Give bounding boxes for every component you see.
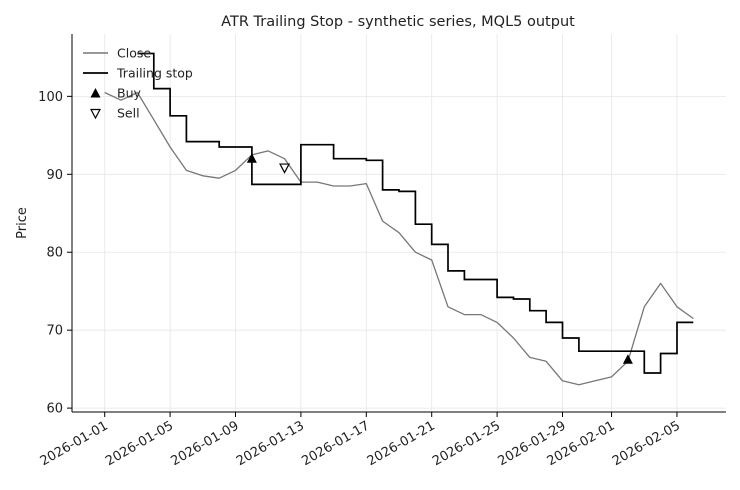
trailing-stop-series-line (137, 52, 694, 374)
y-axis-title: Price (15, 207, 30, 239)
trailing-stop-point (446, 269, 449, 272)
trailing-stop-point (169, 114, 172, 117)
close-point (283, 157, 286, 160)
trailing-stop-point (185, 140, 188, 143)
close-point (397, 231, 400, 234)
close-point (692, 317, 695, 320)
legend-sell-label: Sell (117, 106, 140, 121)
legend-close-label: Close (117, 46, 151, 61)
x-tick-label: 2026-01-01 (38, 418, 111, 469)
sell-triangle-icon (90, 108, 101, 120)
close-point (201, 174, 204, 177)
close-point (463, 313, 466, 316)
close-point (496, 321, 499, 324)
trailing-stop-point (332, 157, 335, 160)
x-tick-label: 2026-01-21 (365, 418, 438, 469)
trailing-stop-point (381, 188, 384, 191)
trailing-stop-point (626, 350, 629, 353)
close-point (643, 305, 646, 308)
trailing-stop-point (414, 223, 417, 226)
close-point (479, 313, 482, 316)
buy-triangle-icon (90, 88, 101, 98)
x-tick-label: 2026-01-09 (169, 418, 242, 469)
close-point (594, 379, 597, 382)
close-point (218, 177, 221, 180)
gridlines (72, 34, 726, 412)
x-tick-label: 2026-02-05 (610, 418, 683, 469)
trailing-stop-point (692, 321, 695, 324)
legend-trailing-stop-label: Trailing stop (116, 66, 193, 81)
close-point (234, 169, 237, 172)
trailing-stop-point (659, 352, 662, 355)
trailing-stop-point (152, 87, 155, 90)
close-series-line (104, 91, 694, 386)
trailing-stop-point (234, 145, 237, 148)
trailing-stop-point (283, 183, 286, 186)
trailing-stop-point (528, 309, 531, 312)
trailing-stop-point (496, 296, 499, 299)
series-layer (103, 52, 695, 386)
trailing-stop-point (643, 371, 646, 374)
x-tick-label: 2026-01-17 (299, 418, 372, 469)
trailing-stop-point (430, 243, 433, 246)
trailing-stop-point (479, 278, 482, 281)
y-tick-label: 90 (46, 168, 63, 183)
close-point (169, 145, 172, 148)
trailing-stop-point (397, 190, 400, 193)
close-point (348, 184, 351, 187)
trailing-stop-point (594, 350, 597, 353)
y-tick-label: 70 (46, 324, 63, 339)
trailing-stop-point (201, 140, 204, 143)
trailing-stop-point (267, 183, 270, 186)
trailing-stop-point (218, 145, 221, 148)
close-point (185, 169, 188, 172)
y-tick-label: 100 (38, 90, 63, 105)
close-point (381, 219, 384, 222)
trailing-stop-point (545, 321, 548, 324)
close-point (267, 149, 270, 152)
trailing-stop-point (610, 350, 613, 353)
signal-markers (246, 153, 633, 364)
x-tick-label: 2026-01-13 (234, 418, 307, 469)
buy-marker (246, 153, 257, 163)
close-point (430, 258, 433, 261)
x-axis-ticks: 2026-01-012026-01-052026-01-092026-01-13… (38, 412, 683, 469)
close-point (577, 383, 580, 386)
close-point (316, 180, 319, 183)
legend: Close Trailing stop Buy Sell (83, 46, 193, 121)
trailing-stop-point (299, 143, 302, 146)
trailing-stop-point (577, 350, 580, 353)
close-point (512, 336, 515, 339)
close-point (528, 356, 531, 359)
close-point (659, 282, 662, 285)
trailing-stop-point (316, 143, 319, 146)
y-tick-label: 60 (46, 402, 63, 417)
close-point (675, 305, 678, 308)
close-point (446, 305, 449, 308)
sell-marker (279, 163, 291, 174)
y-axis-ticks: 60 70 80 90 100 (38, 90, 72, 417)
trailing-stop-point (463, 278, 466, 281)
y-tick-label: 80 (46, 246, 63, 261)
legend-buy-label: Buy (117, 86, 141, 101)
close-point (414, 251, 417, 254)
close-point (332, 184, 335, 187)
x-tick-label: 2026-01-25 (430, 418, 503, 469)
trailing-stop-point (675, 321, 678, 324)
close-point (365, 182, 368, 185)
trailing-stop-point (512, 297, 515, 300)
close-point (561, 379, 564, 382)
chart-title: ATR Trailing Stop - synthetic series, MQ… (221, 14, 575, 30)
close-point (610, 375, 613, 378)
close-point (152, 118, 155, 121)
trailing-stop-point (365, 159, 368, 162)
trailing-stop-point (348, 157, 351, 160)
x-tick-label: 2026-01-05 (103, 418, 176, 469)
trailing-stop-point (250, 183, 253, 186)
close-point (545, 360, 548, 363)
trailing-stop-point (561, 336, 564, 339)
buy-marker (622, 354, 633, 364)
close-point (103, 91, 106, 94)
